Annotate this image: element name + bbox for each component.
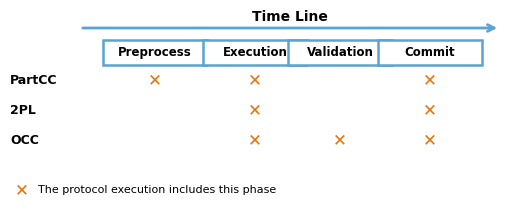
Bar: [203, 40, 307, 65]
Bar: [288, 40, 392, 65]
Bar: [103, 40, 207, 65]
Text: Execution: Execution: [222, 46, 288, 59]
Text: ✕: ✕: [333, 131, 347, 149]
Text: OCC: OCC: [10, 134, 39, 147]
Text: ✕: ✕: [423, 101, 437, 119]
Text: ✕: ✕: [248, 101, 262, 119]
Text: ✕: ✕: [248, 71, 262, 89]
Text: The protocol execution includes this phase: The protocol execution includes this pha…: [38, 185, 276, 195]
Text: Commit: Commit: [405, 46, 456, 59]
Text: PartCC: PartCC: [10, 73, 58, 86]
Text: ✕: ✕: [15, 181, 29, 199]
Text: 2PL: 2PL: [10, 104, 36, 117]
Text: ✕: ✕: [423, 131, 437, 149]
Text: Validation: Validation: [306, 46, 374, 59]
Text: ✕: ✕: [423, 71, 437, 89]
Text: ✕: ✕: [148, 71, 162, 89]
Text: Time Line: Time Line: [252, 10, 328, 24]
Text: ✕: ✕: [248, 131, 262, 149]
Text: Preprocess: Preprocess: [118, 46, 192, 59]
Bar: [378, 40, 482, 65]
